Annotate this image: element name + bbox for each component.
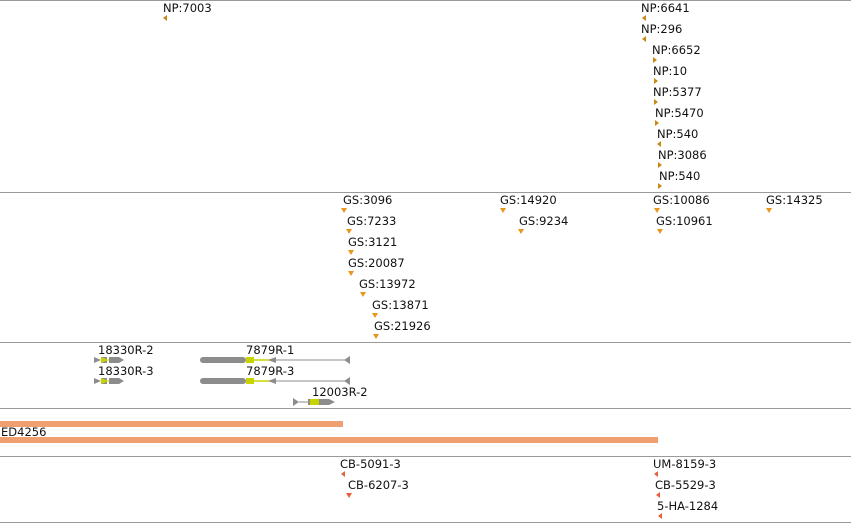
gene-model-18330R-3[interactable]	[94, 378, 124, 384]
cb-feature-label[interactable]: CB-5091-3	[340, 457, 401, 471]
np-marker-icon[interactable]	[163, 15, 167, 21]
ed-bar[interactable]	[0, 437, 658, 443]
np-feature-label[interactable]: NP:10	[653, 64, 688, 78]
cb-marker-icon[interactable]	[658, 513, 662, 519]
gs-feature-label[interactable]: GS:20087	[348, 256, 405, 270]
np-feature-label[interactable]: NP:540	[659, 169, 701, 183]
gs-feature-label[interactable]: GS:3121	[348, 235, 398, 249]
np-feature-label[interactable]: NP:7003	[163, 1, 212, 15]
gs-marker-icon[interactable]	[654, 208, 660, 213]
gs-marker-icon[interactable]	[372, 313, 378, 318]
gene-label[interactable]: 18330R-3	[98, 364, 154, 378]
gs-marker-icon[interactable]	[348, 271, 354, 276]
track-separator	[0, 456, 851, 457]
gene-model-18330R-2[interactable]	[94, 357, 124, 363]
np-feature-label[interactable]: NP:6652	[652, 43, 701, 57]
np-marker-icon[interactable]	[654, 78, 658, 84]
gs-feature-label[interactable]: GS:13871	[372, 298, 429, 312]
track-separator	[0, 342, 851, 343]
cb-feature-label[interactable]: UM-8159-3	[653, 457, 717, 471]
np-marker-icon[interactable]	[658, 162, 662, 168]
cb-feature-label[interactable]: CB-6207-3	[348, 478, 409, 492]
cb-marker-icon[interactable]	[654, 471, 658, 477]
np-marker-icon[interactable]	[657, 141, 661, 147]
gs-feature-label[interactable]: GS:21926	[374, 319, 431, 333]
cb-marker-icon[interactable]	[346, 493, 352, 498]
np-feature-label[interactable]: NP:5470	[655, 106, 704, 120]
gs-marker-icon[interactable]	[348, 250, 354, 255]
cb-feature-label[interactable]: 5-HA-1284	[657, 499, 719, 513]
gs-feature-label[interactable]: GS:3096	[343, 193, 393, 207]
track-separator	[0, 0, 851, 1]
np-marker-icon[interactable]	[653, 57, 657, 63]
gs-marker-icon[interactable]	[360, 292, 366, 297]
np-marker-icon[interactable]	[655, 120, 659, 126]
gs-feature-label[interactable]: GS:13972	[359, 277, 416, 291]
gene-model-7879R-3[interactable]	[200, 377, 350, 385]
gene-label[interactable]: 7879R-1	[246, 343, 295, 357]
gs-feature-label[interactable]: GS:14920	[500, 193, 557, 207]
track-separator	[0, 408, 851, 409]
gs-feature-label[interactable]: GS:14325	[766, 193, 823, 207]
ed-label[interactable]: ED4256	[1, 425, 47, 439]
cb-marker-icon[interactable]	[341, 471, 345, 477]
gs-markers	[341, 208, 772, 339]
gs-feature-label[interactable]: GS:7233	[347, 214, 397, 228]
gene-label[interactable]: 18330R-2	[98, 343, 154, 357]
gs-feature-label[interactable]: GS:10961	[656, 214, 713, 228]
ed-bar[interactable]	[0, 421, 343, 427]
gs-marker-icon[interactable]	[346, 229, 352, 234]
gs-marker-icon[interactable]	[657, 229, 663, 234]
np-marker-icon[interactable]	[658, 183, 662, 189]
gene-model-12003R-2[interactable]	[293, 398, 335, 406]
gene-model-7879R-1[interactable]	[200, 356, 350, 364]
gene-label[interactable]: 12003R-2	[312, 385, 368, 399]
cb-markers	[341, 471, 662, 519]
np-feature-label[interactable]: NP:296	[641, 22, 683, 36]
np-feature-label[interactable]: NP:3086	[658, 148, 707, 162]
gs-marker-icon[interactable]	[766, 208, 772, 213]
np-marker-icon[interactable]	[642, 36, 646, 42]
track-separator	[0, 192, 851, 193]
gene-label[interactable]: 7879R-3	[246, 364, 295, 378]
gs-feature-label[interactable]: GS:10086	[653, 193, 710, 207]
np-markers	[163, 15, 662, 189]
gs-marker-icon[interactable]	[518, 229, 524, 234]
np-feature-label[interactable]: NP:540	[657, 127, 699, 141]
cb-marker-icon[interactable]	[656, 492, 660, 498]
np-feature-label[interactable]: NP:5377	[653, 85, 702, 99]
gs-marker-icon[interactable]	[500, 208, 506, 213]
np-marker-icon[interactable]	[642, 15, 646, 21]
np-feature-label[interactable]: NP:6641	[641, 1, 690, 15]
gs-marker-icon[interactable]	[341, 208, 347, 213]
np-marker-icon[interactable]	[654, 99, 658, 105]
gs-feature-label[interactable]: GS:9234	[519, 214, 569, 228]
gs-marker-icon[interactable]	[373, 334, 379, 339]
cb-feature-label[interactable]: CB-5529-3	[655, 478, 716, 492]
